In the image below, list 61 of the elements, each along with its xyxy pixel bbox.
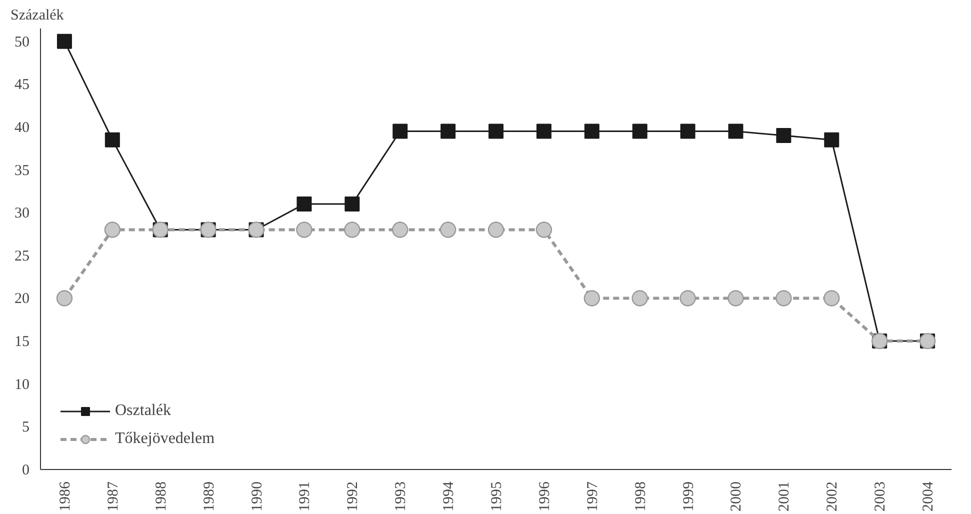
y-tick-label: 30 xyxy=(14,206,30,222)
point xyxy=(776,128,792,144)
point xyxy=(632,290,648,306)
y-tick-label: 15 xyxy=(14,334,30,350)
y-tick-label: 50 xyxy=(14,34,30,50)
point xyxy=(536,124,552,139)
y-tick-label: 20 xyxy=(14,291,30,308)
y-axis-title: Százalék xyxy=(10,8,64,24)
x-tick-label: 1986 xyxy=(57,481,74,512)
point xyxy=(440,222,456,238)
point xyxy=(392,124,408,139)
point xyxy=(584,124,600,139)
point xyxy=(824,290,840,306)
point xyxy=(776,290,792,306)
point xyxy=(824,132,840,148)
y-tick-label: 35 xyxy=(14,162,30,179)
x-tick-label: 2002 xyxy=(824,482,841,512)
x-tick-label: 1992 xyxy=(345,482,362,512)
x-tick-label: 1989 xyxy=(201,482,218,512)
x-tick-label: 1993 xyxy=(393,482,410,512)
y-tick-label: 25 xyxy=(14,248,30,264)
x-tick-label: 1999 xyxy=(680,482,697,512)
y-tick-label: 0 xyxy=(22,462,30,478)
legend-label: Osztalék xyxy=(115,402,171,420)
point xyxy=(680,290,696,306)
x-tick-label: 1987 xyxy=(105,481,122,512)
point xyxy=(344,222,360,238)
x-tick-label: 2003 xyxy=(872,482,889,512)
legend-label: Tőkejövedelem xyxy=(115,430,215,448)
point xyxy=(536,222,552,238)
point xyxy=(488,222,504,238)
point xyxy=(680,124,696,139)
point xyxy=(584,290,600,306)
x-tick-label: 1991 xyxy=(297,482,314,512)
x-tick-label: 2001 xyxy=(776,482,793,512)
x-tick-label: 1996 xyxy=(536,481,553,512)
point xyxy=(728,124,744,139)
x-tick-label: 1994 xyxy=(441,481,458,512)
y-tick-label: 5 xyxy=(22,420,30,436)
point xyxy=(392,222,408,238)
point xyxy=(632,124,648,139)
y-tick-label: 10 xyxy=(14,376,30,393)
x-tick-label: 1998 xyxy=(632,482,649,512)
x-tick-label: 1988 xyxy=(153,482,170,512)
x-tick-label: 1990 xyxy=(249,482,266,512)
point xyxy=(104,222,121,238)
point xyxy=(104,132,120,148)
point xyxy=(440,124,456,139)
x-tick-label: 1995 xyxy=(489,482,505,512)
point xyxy=(56,290,73,306)
point xyxy=(56,34,72,49)
x-tick-label: 1997 xyxy=(584,481,601,512)
y-tick-label: 40 xyxy=(14,120,30,136)
point xyxy=(344,196,360,212)
point xyxy=(296,222,312,238)
x-tick-label: 2000 xyxy=(728,482,745,512)
y-tick-label: 45 xyxy=(14,77,30,94)
point xyxy=(728,290,744,306)
x-tick-label: 2004 xyxy=(920,481,937,512)
point xyxy=(488,124,504,139)
point xyxy=(296,196,312,212)
